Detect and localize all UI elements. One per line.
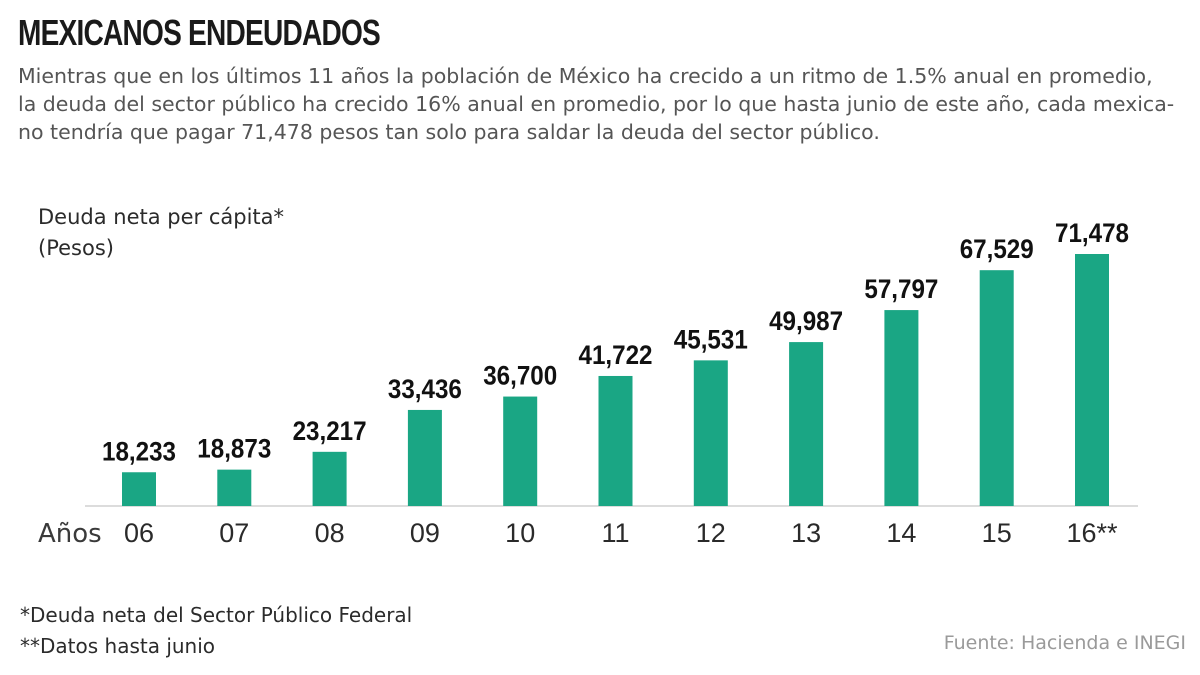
y-axis-label-line: Deuda neta per cápita* (38, 205, 285, 229)
x-tick-label: 16** (1066, 518, 1118, 548)
x-tick-label: 14 (886, 518, 916, 548)
bar-chart: 18,233 06 18,873 07 23,217 08 33,436 09 36,700 10… (38, 218, 1138, 549)
bar-value-label: 36,700 (483, 361, 557, 391)
bar-08 (312, 451, 347, 506)
chart-title: MEXICANOS ENDEUDADOS (18, 12, 381, 53)
subtitle-line: no tendría que pagar 71,478 pesos tan so… (18, 120, 880, 144)
subtitle-line: Mientras que en los últimos 11 años la p… (18, 64, 1153, 88)
bar-value-label: 71,478 (1055, 218, 1129, 248)
bar-09 (407, 409, 442, 506)
bar-10 (503, 396, 538, 506)
bar-value-label: 67,529 (960, 234, 1034, 264)
footnote-data: **Datos hasta junio (20, 634, 216, 658)
footnote-debt: *Deuda neta del Sector Público Federal (20, 603, 413, 627)
bar-value-label: 57,797 (864, 274, 938, 304)
chart-subtitle: Mientras que en los últimos 11 años la p… (18, 62, 1188, 146)
bar-value-label: 23,217 (293, 416, 367, 446)
x-tick-label: 08 (315, 518, 345, 548)
x-tick-label: 15 (982, 518, 1012, 548)
x-tick-label: 06 (124, 518, 154, 548)
bar-value-label: 18,233 (102, 436, 176, 466)
bar-value-label: 18,873 (197, 434, 271, 464)
x-tick-label: 09 (410, 518, 440, 548)
bar-07 (217, 469, 252, 506)
y-axis-unit-line: (Pesos) (38, 236, 114, 260)
bar-marks: 18,233 06 18,873 07 23,217 08 33,436 09 36,700 10… (102, 218, 1129, 548)
bar-13 (789, 342, 824, 506)
bar-11 (598, 375, 633, 506)
x-tick-label: 07 (219, 518, 249, 548)
subtitle-line: la deuda del sector público ha crecido 1… (18, 92, 1175, 116)
x-axis-label: Años (38, 519, 102, 549)
x-tick-label: 12 (696, 518, 726, 548)
bar-value-label: 33,436 (388, 374, 462, 404)
y-axis-label: Deuda neta per cápita* (Pesos) (38, 202, 284, 264)
bar-15 (979, 270, 1014, 506)
bar-16** (1075, 254, 1109, 506)
x-tick-label: 11 (601, 518, 629, 548)
bar-value-label: 41,722 (579, 340, 653, 370)
x-tick-label: 10 (505, 518, 535, 548)
x-tick-label: 13 (791, 518, 821, 548)
bar-06 (122, 472, 156, 506)
footnotes: *Deuda neta del Sector Público Federal *… (20, 600, 412, 662)
bar-value-label: 49,987 (769, 306, 843, 336)
bar-12 (693, 360, 728, 506)
bar-14 (884, 310, 919, 506)
bar-value-label: 45,531 (674, 324, 748, 354)
source-note: Fuente: Hacienda e INEGI (943, 632, 1186, 654)
